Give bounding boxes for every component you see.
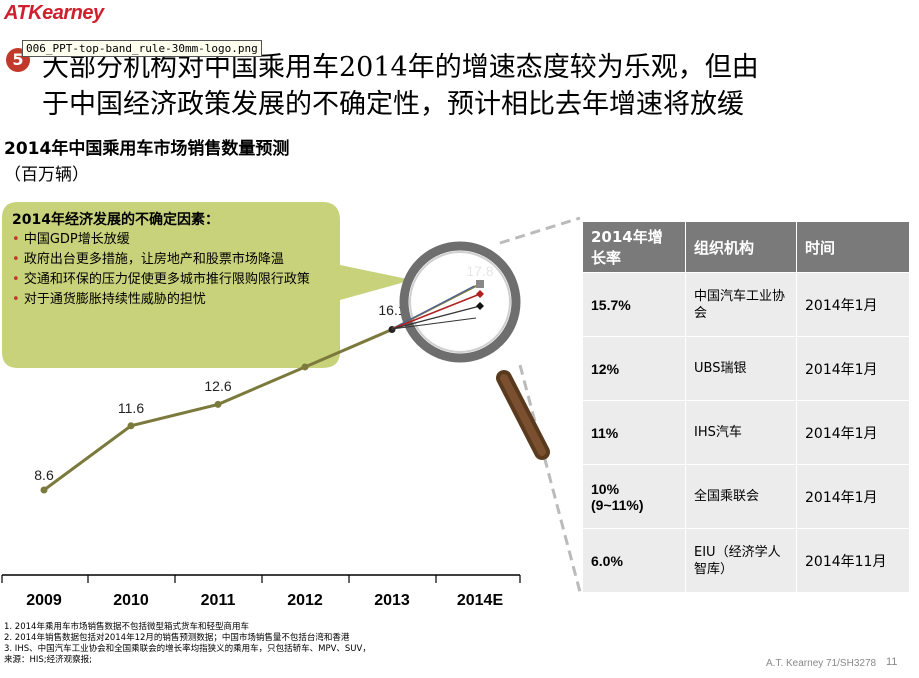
cell-time: 2014年1月 [796, 464, 910, 529]
bullet-icon: • [12, 232, 20, 247]
header-growth-rate: 2014年增长率 [582, 221, 686, 273]
callout-item-text: 交通和环保的压力促使更多城市推行限购限行政策 [23, 272, 310, 287]
callout-title: 2014年经济发展的不确定因素： [12, 212, 219, 228]
callout-item-text: 对于通货膨胀持续性威胁的担忧 [23, 292, 206, 307]
footnote: 3. IHS、中国汽车工业协会和全国乘联会的增长率均指狭义的乘用车，只包括轿车、… [4, 644, 371, 654]
table-row: 15.7% 中国汽车工业协会 2014年1月 [582, 272, 910, 337]
x-axis-label: 2009 [26, 592, 62, 609]
callout-box: 2014年经济发展的不确定因素： • 中国GDP增长放缓 • 政府出台更多措施，… [12, 210, 334, 310]
chart-unit: （百万辆） [4, 165, 89, 185]
value-label: 12.6 [204, 378, 231, 394]
value-label: 11.6 [118, 400, 144, 416]
forecast-table: 2014年增长率 组织机构 时间 15.7% 中国汽车工业协会 2014年1月 … [582, 221, 910, 593]
page-number: 11 [886, 656, 898, 668]
bullet-icon: • [12, 252, 20, 267]
table-row: 6.0% EIU（经济学人智库） 2014年11月 [582, 528, 910, 593]
callout-item-text: 中国GDP增长放缓 [23, 232, 130, 247]
cell-org: 全国乘联会 [685, 464, 797, 529]
cell-rate: 12% [582, 336, 686, 401]
x-axis-label: 2013 [374, 592, 410, 609]
table-header-row: 2014年增长率 组织机构 时间 [582, 221, 910, 273]
magnifier-icon [391, 241, 550, 460]
cell-rate: 6.0% [582, 528, 686, 593]
headline-line-2: 于中国经济政策发展的不确定性，预计相比去年增速将放缓 [42, 89, 744, 120]
cell-time: 2014年11月 [796, 528, 910, 593]
x-axis-label: 2014E [457, 592, 504, 609]
x-axis-label: 2012 [287, 592, 323, 609]
data-points [40, 326, 396, 494]
value-label: 16.1 [378, 302, 405, 318]
cell-org: EIU（经济学人智库） [685, 528, 797, 593]
callout-item: • 交通和环保的压力促使更多城市推行限购限行政策 [12, 270, 334, 290]
callout-item-text: 政府出台更多措施，让房地产和股票市场降温 [23, 252, 284, 267]
connector-line-bottom [518, 364, 582, 593]
footnotes: 1. 2014年乘用车市场销售数据不包括微型箱式货车和轻型商用车 2. 2014… [4, 622, 371, 666]
cell-org: IHS汽车 [685, 400, 797, 465]
data-point [40, 486, 48, 494]
table-row: 11% IHS汽车 2014年1月 [582, 400, 910, 465]
atkearney-logo: ATKearney [4, 2, 104, 24]
x-axis-label: 2010 [113, 592, 149, 609]
cell-time: 2014年1月 [796, 336, 910, 401]
header-time: 时间 [796, 221, 910, 273]
table-row: 12% UBS瑞银 2014年1月 [582, 336, 910, 401]
table-row: 10% (9~11%) 全国乘联会 2014年1月 [582, 464, 910, 529]
cell-rate: 15.7% [582, 272, 686, 337]
data-point [127, 422, 135, 430]
bullet-icon: • [12, 272, 20, 287]
bullet-icon: • [12, 292, 20, 307]
value-label: 8.6 [34, 467, 54, 483]
chart-title: 2014年中国乘用车市场销售数量预测 [4, 139, 290, 159]
x-axis-labels: 2009 2010 2011 2012 2013 2014E [26, 592, 503, 609]
footnote: 2. 2014年销售数据包括对2014年12月的销售预测数据；中国市场销售量不包… [4, 633, 350, 643]
cell-org: 中国汽车工业协会 [685, 272, 797, 337]
callout-bubble [2, 202, 412, 368]
footnote-source: 来源：HIS;经济观察报; [4, 655, 93, 665]
connector-line-top [499, 216, 581, 245]
cell-org: UBS瑞银 [685, 336, 797, 401]
x-axis-label: 2011 [201, 592, 236, 609]
x-axis-ticks [1, 575, 521, 583]
footnote: 1. 2014年乘用车市场销售数据不包括微型箱式货车和轻型商用车 [4, 622, 249, 632]
header-organization: 组织机构 [685, 221, 797, 273]
callout-item: • 中国GDP增长放缓 [12, 230, 334, 250]
headline-line-1: 大部分机构对中国乘用车2014年的增速态度较为乐观，但由 [42, 52, 759, 83]
cell-rate: 10% (9~11%) [582, 464, 686, 529]
footer-reference: A.T. Kearney 71/SH3278 [766, 658, 877, 669]
image-filename-tooltip: 006_PPT-top-band_rule-30mm-logo.png [22, 40, 262, 57]
callout-item: • 对于通货膨胀持续性威胁的担忧 [12, 290, 334, 310]
cell-rate: 11% [582, 400, 686, 465]
data-point [301, 363, 309, 371]
cell-time: 2014年1月 [796, 272, 910, 337]
cell-time: 2014年1月 [796, 400, 910, 465]
data-point [214, 400, 222, 408]
callout-item: • 政府出台更多措施，让房地产和股票市场降温 [12, 250, 334, 270]
